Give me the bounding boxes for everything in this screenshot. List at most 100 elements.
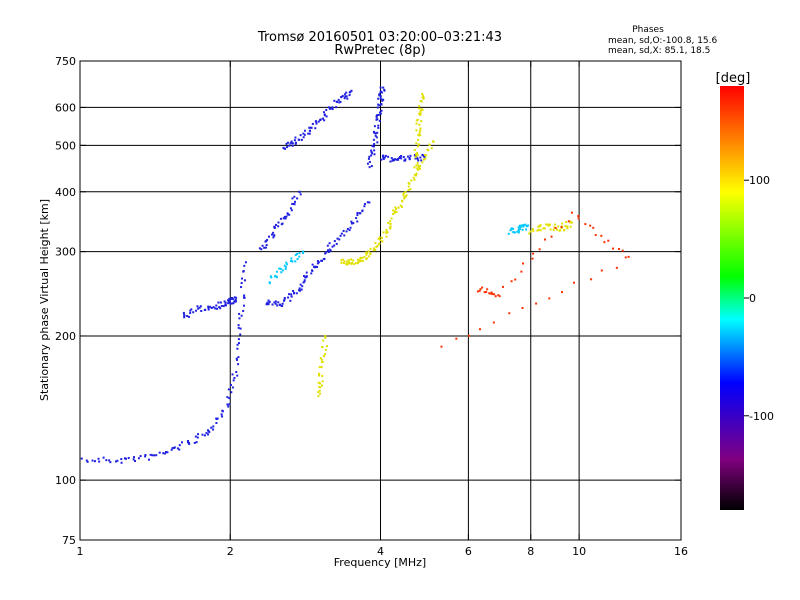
data-point: [373, 143, 376, 146]
data-point: [348, 94, 351, 97]
data-point: [615, 266, 618, 269]
data-point: [340, 259, 343, 262]
data-point: [237, 356, 240, 359]
data-point: [227, 299, 230, 302]
data-point: [309, 126, 312, 129]
data-point: [316, 260, 319, 263]
data-point: [286, 146, 289, 149]
data-point: [369, 252, 372, 255]
data-point: [419, 127, 422, 130]
data-point: [338, 238, 341, 241]
data-point: [344, 95, 347, 98]
data-point: [376, 118, 379, 121]
data-point: [116, 459, 119, 462]
data-point: [403, 197, 406, 200]
data-point: [537, 225, 540, 228]
data-point: [348, 229, 351, 232]
data-point: [309, 129, 312, 132]
data-point: [346, 227, 349, 230]
data-point: [350, 89, 353, 92]
data-point: [270, 276, 273, 279]
data-point: [333, 99, 336, 102]
data-point: [528, 232, 531, 235]
data-point: [237, 326, 240, 329]
data-point: [343, 97, 346, 100]
data-point: [290, 209, 293, 212]
data-point: [584, 223, 587, 226]
data-point: [327, 250, 330, 253]
data-point: [374, 242, 377, 245]
data-point: [565, 220, 568, 223]
data-point: [286, 263, 289, 266]
data-point: [285, 215, 288, 218]
data-point: [376, 141, 379, 144]
data-point: [345, 230, 348, 233]
data-point: [340, 96, 343, 99]
data-point: [189, 312, 192, 315]
data-point: [271, 303, 274, 306]
data-point: [319, 392, 322, 395]
data-point: [242, 309, 245, 312]
data-point: [531, 257, 534, 260]
data-point: [311, 122, 314, 125]
data-point: [395, 208, 398, 211]
data-point: [404, 195, 407, 198]
data-point: [238, 317, 241, 320]
data-point: [501, 285, 504, 288]
data-point: [97, 457, 100, 460]
data-point: [182, 311, 185, 314]
data-point: [403, 159, 406, 162]
x-tick-label: 8: [527, 545, 534, 558]
data-point: [317, 261, 320, 264]
data-point: [343, 93, 346, 96]
data-point: [290, 259, 293, 262]
data-point: [189, 309, 192, 312]
data-point: [186, 315, 189, 318]
data-point: [567, 220, 570, 223]
data-point: [415, 156, 418, 159]
data-point: [335, 106, 338, 109]
data-point: [420, 159, 423, 162]
data-point: [415, 142, 418, 145]
data-point: [561, 291, 564, 294]
data-point: [419, 113, 422, 116]
data-point: [381, 98, 384, 101]
data-point: [331, 106, 334, 109]
data-point: [286, 213, 289, 216]
data-point: [217, 301, 220, 304]
data-point: [273, 275, 276, 278]
data-point: [193, 441, 196, 444]
data-point: [242, 296, 245, 299]
data-point: [317, 381, 320, 384]
data-point: [147, 458, 150, 461]
data-point: [336, 237, 339, 240]
data-point: [378, 119, 381, 122]
data-point: [402, 156, 405, 159]
data-point: [539, 229, 542, 232]
data-point: [233, 376, 236, 379]
data-point: [382, 158, 385, 161]
data-point: [548, 297, 551, 300]
data-point: [302, 250, 305, 253]
data-point: [510, 280, 513, 283]
data-point: [290, 141, 293, 144]
data-point: [408, 157, 411, 160]
data-point: [387, 155, 390, 158]
data-point: [405, 194, 408, 197]
data-point: [236, 358, 239, 361]
data-point: [98, 460, 101, 463]
data-point: [414, 174, 417, 177]
data-point: [237, 338, 240, 341]
data-point: [377, 126, 380, 129]
data-point: [345, 263, 348, 266]
data-point: [397, 206, 400, 209]
data-point: [207, 430, 210, 433]
data-point: [346, 260, 349, 263]
data-point: [384, 154, 387, 157]
data-point: [200, 309, 203, 312]
data-point: [381, 99, 384, 102]
data-point: [379, 112, 382, 115]
data-point: [294, 142, 297, 145]
data-point: [561, 222, 564, 225]
